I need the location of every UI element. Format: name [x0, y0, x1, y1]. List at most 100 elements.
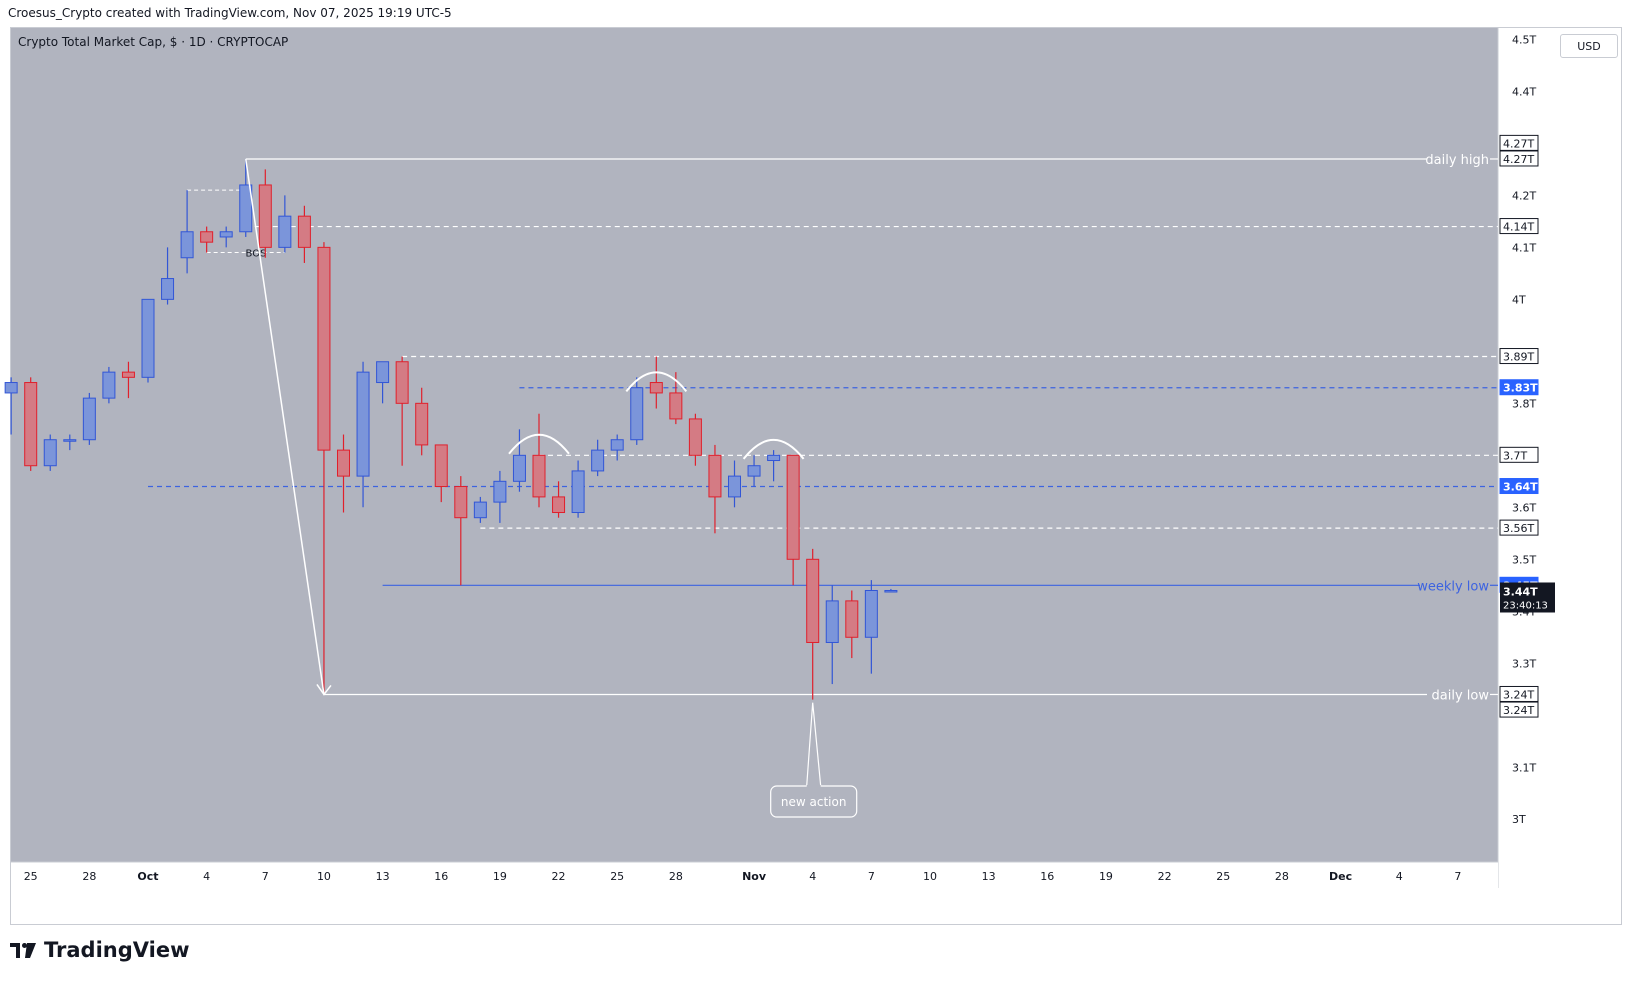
candle-body[interactable] — [728, 475, 741, 498]
candle-body[interactable] — [864, 589, 878, 638]
candle-body[interactable] — [493, 480, 507, 503]
candle-body[interactable] — [786, 454, 800, 560]
price-tag-label: 4.27T — [1503, 137, 1534, 150]
x-tick-label: 25 — [1216, 870, 1230, 883]
candle-body[interactable] — [845, 600, 859, 638]
level-label: daily high — [1425, 153, 1489, 168]
price-tag — [1499, 218, 1539, 235]
tradingview-logo-icon — [10, 943, 36, 958]
candle-body[interactable] — [473, 501, 487, 519]
time-axis[interactable] — [11, 862, 1498, 888]
candle-body[interactable] — [688, 418, 702, 456]
candle-body[interactable] — [4, 382, 18, 394]
x-tick-label: Oct — [137, 870, 158, 883]
candle-body[interactable] — [278, 215, 292, 248]
candle-body[interactable] — [434, 444, 448, 488]
current-price-tag — [1500, 582, 1555, 613]
pattern-arc — [508, 433, 570, 455]
pattern-arc — [625, 371, 688, 392]
x-tick-label: Nov — [742, 870, 767, 883]
candle-body[interactable] — [180, 231, 194, 259]
drop-arrow-line — [245, 158, 325, 695]
level-label: daily low — [1432, 688, 1490, 703]
currency-selector[interactable]: USD — [1560, 34, 1618, 58]
price-tag — [1499, 379, 1539, 396]
candle-body[interactable] — [884, 589, 898, 593]
price-tag — [1499, 519, 1539, 536]
x-tick-label: 28 — [1275, 870, 1289, 883]
candle-body[interactable] — [767, 454, 781, 462]
x-tick-label: 22 — [552, 870, 566, 883]
candle-body[interactable] — [454, 486, 468, 519]
candle-body[interactable] — [43, 439, 57, 467]
candle-body[interactable] — [512, 454, 526, 482]
x-tick-label: 7 — [1454, 870, 1461, 883]
price-tag-label: 4.27T — [1503, 153, 1534, 166]
candle-body[interactable] — [649, 382, 663, 394]
candle-body[interactable] — [141, 298, 155, 378]
level-label: weekly low — [1417, 579, 1489, 594]
x-tick-label: 10 — [923, 870, 937, 883]
candle-body[interactable] — [161, 278, 175, 300]
x-tick-label: 4 — [1396, 870, 1403, 883]
x-tick-label: 19 — [493, 870, 507, 883]
y-tick-label: 4.5T — [1512, 33, 1536, 46]
candle-body[interactable] — [24, 382, 38, 467]
candle-body[interactable] — [337, 449, 350, 477]
candle-body[interactable] — [708, 454, 722, 498]
x-tick-label: Dec — [1329, 870, 1352, 883]
tradingview-logo-text: TradingView — [44, 938, 190, 962]
chart-background — [11, 28, 1498, 862]
candle-body[interactable] — [571, 470, 585, 514]
price-tag — [1499, 478, 1539, 495]
pattern-arc — [742, 438, 805, 460]
price-tag — [1499, 685, 1539, 702]
x-tick-label: 25 — [24, 870, 38, 883]
candle-body[interactable] — [356, 371, 370, 477]
candle-body[interactable] — [630, 387, 644, 441]
price-tag — [1499, 348, 1539, 365]
candle-body[interactable] — [415, 402, 429, 446]
price-tag-label: 3.64T — [1503, 481, 1538, 494]
candle-body[interactable] — [121, 371, 135, 378]
candle-body[interactable] — [610, 439, 624, 451]
candle-body[interactable] — [82, 397, 96, 441]
candle-body[interactable] — [591, 449, 605, 472]
y-tick-label: 4.2T — [1512, 189, 1536, 202]
y-tick-label: 4.1T — [1512, 241, 1536, 254]
candle-body[interactable] — [669, 392, 683, 420]
candle-body[interactable] — [395, 361, 409, 404]
candle-body[interactable] — [102, 371, 116, 399]
candle-body[interactable] — [747, 465, 761, 477]
candle-body[interactable] — [376, 361, 390, 384]
bos-label: BOS — [246, 249, 267, 260]
candle-body[interactable] — [552, 496, 566, 514]
price-tag-label: 3.89T — [1503, 351, 1534, 364]
x-tick-label: 16 — [434, 870, 448, 883]
candle-body[interactable] — [825, 600, 839, 643]
x-tick-label: 4 — [809, 870, 816, 883]
x-tick-label: 7 — [868, 870, 875, 883]
chart-attribution: Croesus_Crypto created with TradingView.… — [8, 6, 452, 20]
candle-body[interactable] — [239, 184, 253, 233]
x-tick-label: 13 — [982, 870, 996, 883]
candle-body[interactable] — [806, 558, 820, 643]
candle-body[interactable] — [317, 246, 331, 451]
y-tick-label: 3.8T — [1512, 397, 1536, 410]
candle-body[interactable] — [63, 439, 77, 442]
price-tag-label: 3.7T — [1503, 449, 1527, 462]
price-tag-label: 3.83T — [1503, 382, 1538, 395]
tradingview-logo[interactable]: TradingView — [10, 938, 189, 962]
x-tick-label: 25 — [610, 870, 624, 883]
y-tick-label: 4T — [1512, 293, 1526, 306]
x-tick-label: 28 — [82, 870, 96, 883]
bar-countdown: 23:40:13 — [1503, 600, 1548, 611]
drop-arrow-head — [316, 684, 332, 696]
y-tick-label: 3.3T — [1512, 657, 1536, 670]
candle-body[interactable] — [200, 231, 214, 243]
candle-body[interactable] — [258, 184, 272, 248]
candle-body[interactable] — [532, 454, 546, 498]
candle-body[interactable] — [219, 231, 233, 238]
candle-body[interactable] — [297, 215, 311, 248]
